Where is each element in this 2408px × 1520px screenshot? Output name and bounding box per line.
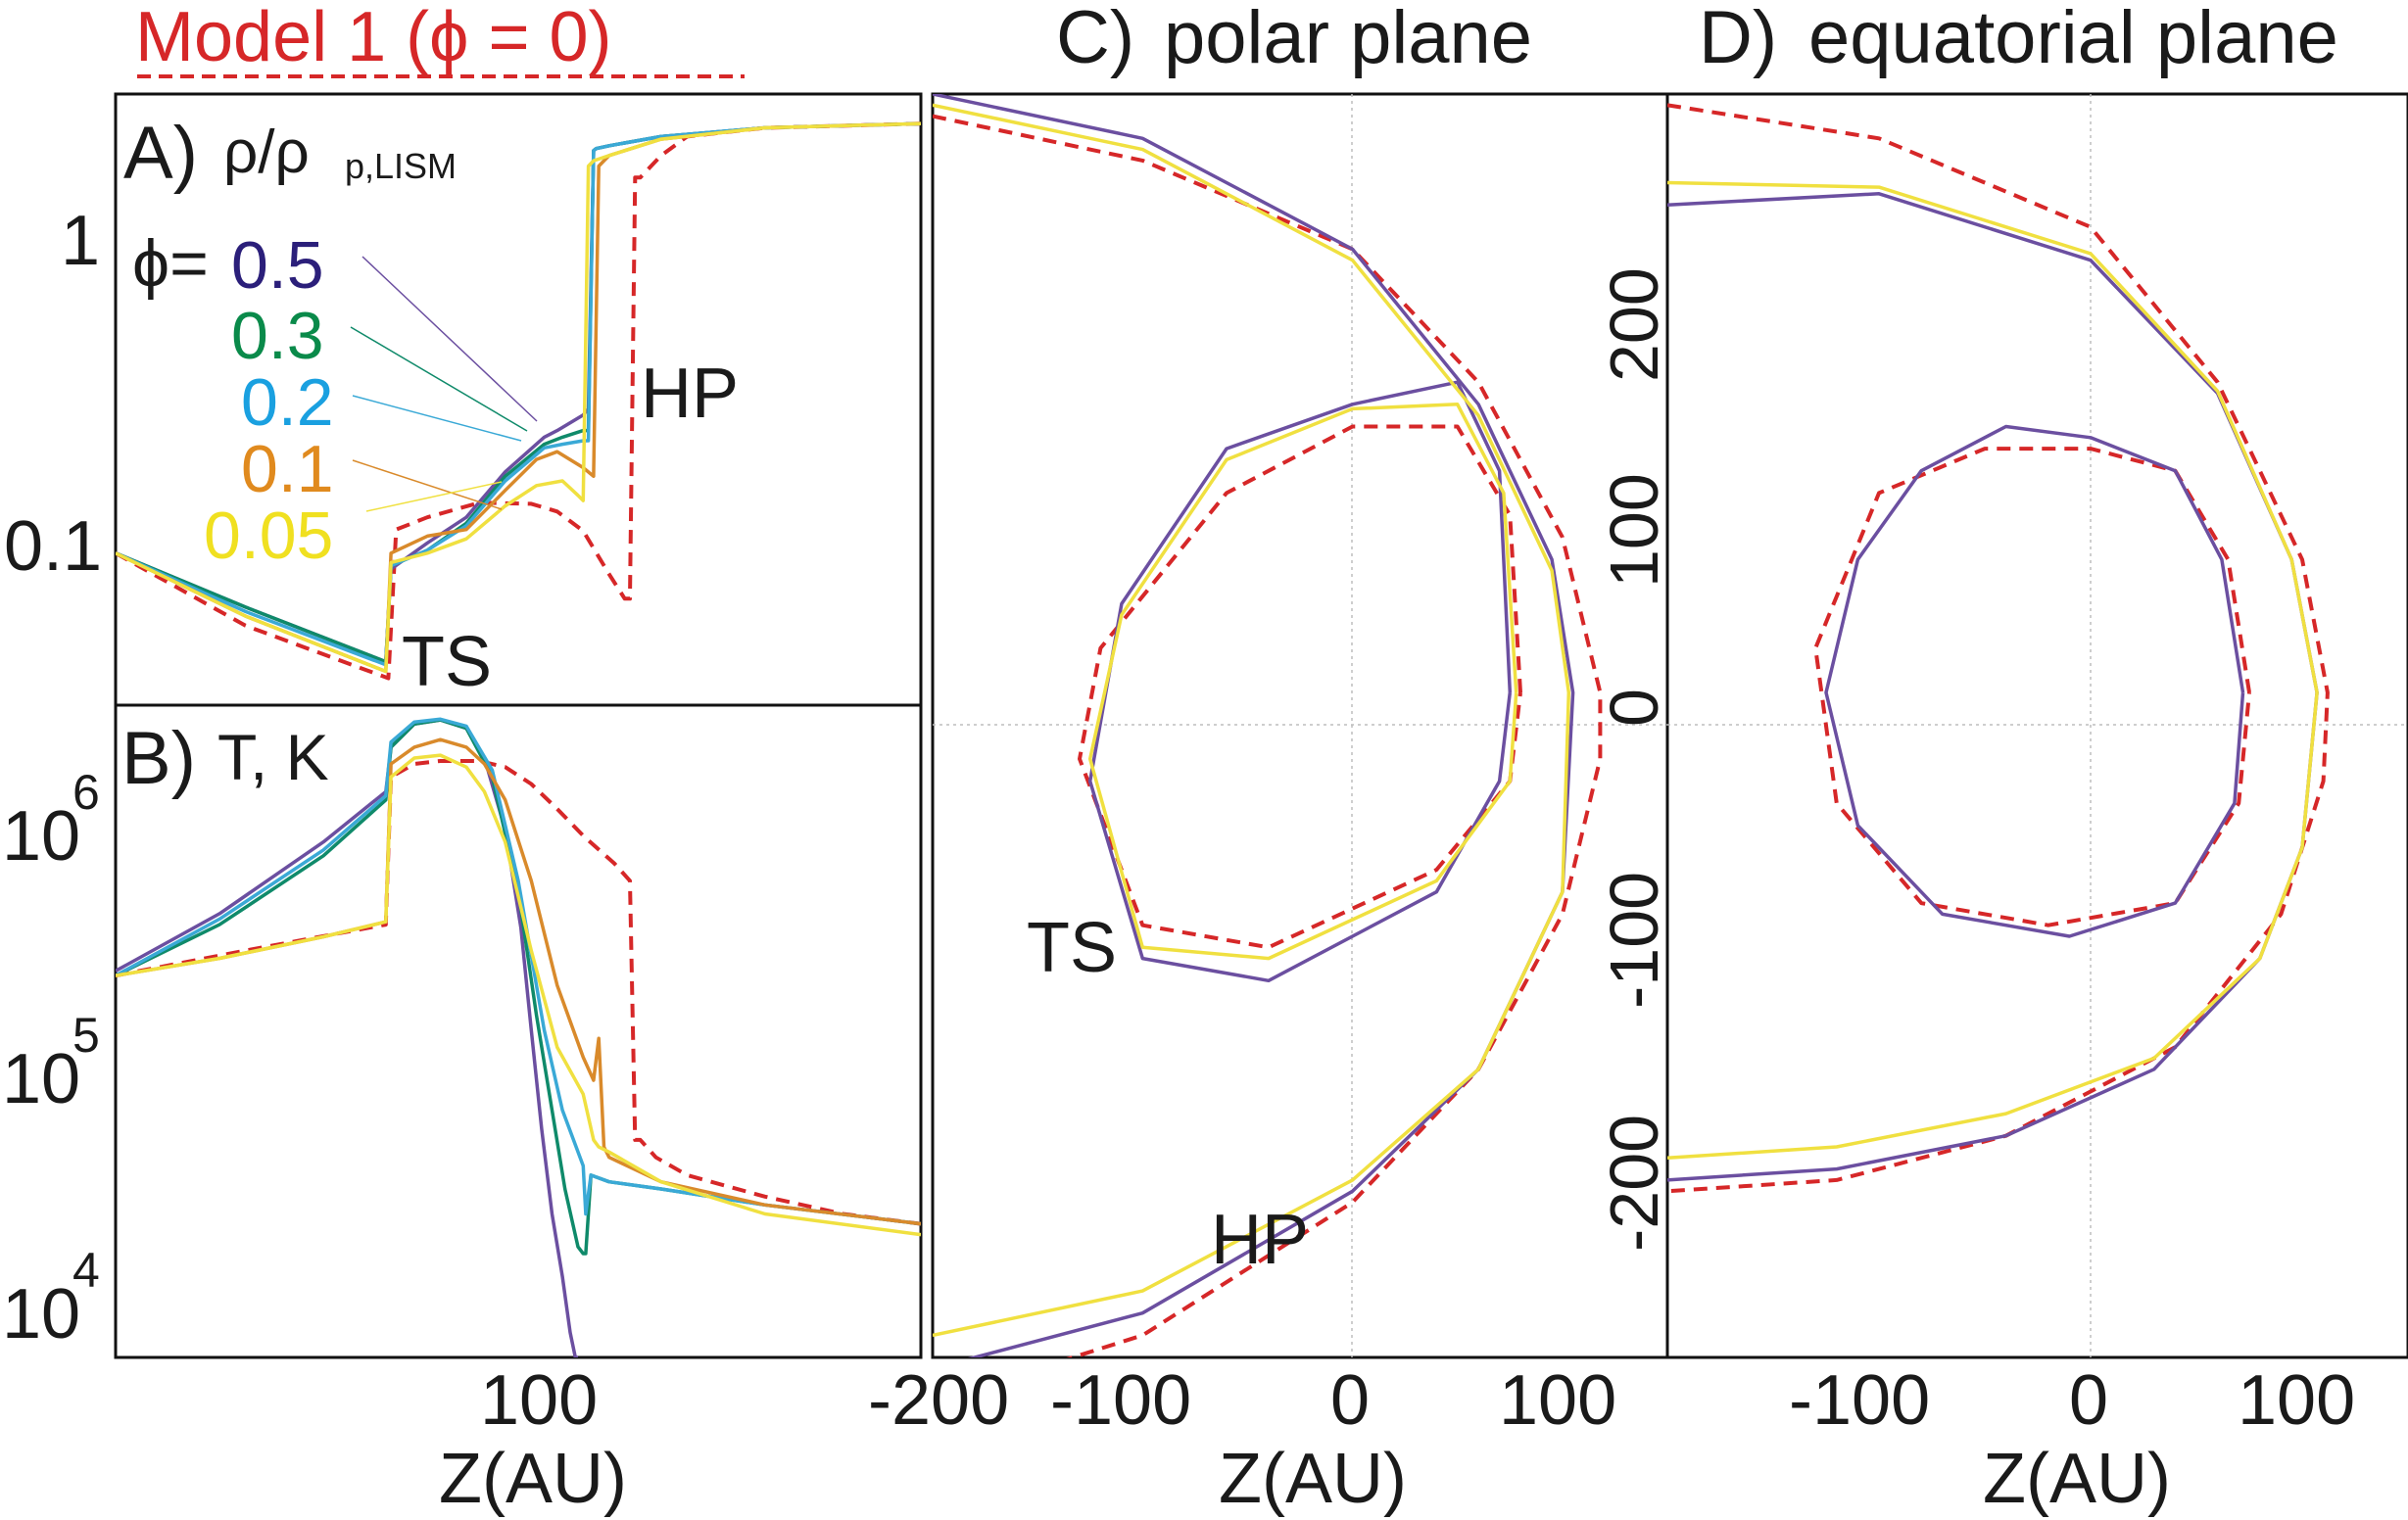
panel-b-ytick-1e6-base: 10 <box>2 797 80 876</box>
panel-c-xtick-0: 0 <box>1330 1361 1370 1440</box>
panel-b-series <box>116 717 921 1357</box>
panel-b-series--0.1 <box>116 737 921 1226</box>
panel-ab-xtick-100: 100 <box>480 1361 598 1440</box>
panel-c-series-hp-0.5 <box>933 94 1575 1357</box>
panel-c-series-hp-0 <box>933 114 1603 1357</box>
panel-a-ytick-1: 1 <box>61 202 100 280</box>
panel-b-series--0-model-1- <box>116 759 921 1226</box>
panel-a-series--0.2 <box>116 121 921 667</box>
panel-d-label: D) <box>1699 0 1777 79</box>
panel-a-series--0.5 <box>116 121 921 664</box>
panel-d-ytick-100: 100 <box>1596 473 1672 588</box>
legend-prefix: ϕ= <box>132 226 209 301</box>
legend-label-0.5: 0.5 <box>231 228 324 303</box>
panel-c-hp-label: HP <box>1211 1201 1309 1279</box>
panel-b-label: B) <box>121 717 196 800</box>
panel-c-series <box>933 94 1603 1357</box>
panel-a-label: A) <box>123 112 198 195</box>
panel-b-ytick-1e5-base: 10 <box>2 1040 80 1118</box>
panel-a-series--0-model-1- <box>116 121 921 681</box>
legend-pointer-0.1 <box>352 459 503 510</box>
panel-d-ytick--100: -100 <box>1596 872 1672 1009</box>
panel-a-ytick-0.1: 0.1 <box>4 507 102 586</box>
panel-a-series--0.3 <box>116 121 921 664</box>
panel-c-xtick--200: -200 <box>868 1361 1009 1440</box>
panel-c-series-ts-0.05 <box>1087 403 1518 961</box>
panel-c-series-hp-0.05 <box>933 103 1571 1338</box>
panel-c-series-ts-0.5 <box>1087 380 1513 983</box>
panel-d-series-hp-0.05 <box>1667 180 2319 1161</box>
panel-b-frame <box>114 703 923 1359</box>
panel-a-ts-label: TS <box>402 623 492 701</box>
panel-d-xtick-0: 0 <box>2069 1361 2108 1440</box>
panel-d-ytick-200: 200 <box>1596 267 1672 382</box>
panel-b-ytick-1e4-base: 10 <box>2 1275 80 1354</box>
panel-a-series <box>116 121 921 681</box>
panel-d-xlabel: Z(AU) <box>1983 1440 2171 1518</box>
panel-d-title: equatorial plane <box>1808 0 2338 79</box>
legend-pointer-0.05 <box>365 481 503 512</box>
panel-d-series-hp-0.5 <box>1667 192 2319 1182</box>
panel-d-ytick--200: -200 <box>1596 1115 1672 1252</box>
panel-c-frame <box>931 92 1669 1359</box>
panel-a-subscript: p,LISM <box>345 146 457 186</box>
legend-pointer-0.2 <box>352 395 522 442</box>
panel-c-label: C) <box>1056 0 1134 79</box>
panel-c-ts-label: TS <box>1027 909 1117 987</box>
panel-c-xlabel: Z(AU) <box>1219 1440 1407 1518</box>
panel-a-quantity: ρ/ρ <box>223 119 310 186</box>
panel-d-series <box>1667 103 2330 1194</box>
panel-d-series-hp-0 <box>1667 103 2330 1194</box>
panel-b-series--0.2 <box>116 717 921 1226</box>
panel-ab-xlabel: Z(AU) <box>439 1440 627 1518</box>
panel-b-ytick-1e6-exp: 6 <box>72 765 100 820</box>
panel-a-series--0.1 <box>116 121 921 674</box>
panel-a-hp-label: HP <box>641 355 739 433</box>
legend-label-0.2: 0.2 <box>241 365 334 440</box>
panel-d-series-ts-0.5 <box>1824 424 2245 938</box>
panel-c-xtick-100: 100 <box>1499 1361 1616 1440</box>
panel-c-xtick--100: -100 <box>1050 1361 1191 1440</box>
panel-b-series--0.3 <box>116 718 921 1256</box>
panel-d-xtick-100: 100 <box>2238 1361 2355 1440</box>
panel-c-title: polar plane <box>1164 0 1532 79</box>
legend-label-0.3: 0.3 <box>231 299 324 373</box>
panel-b-ytick-1e5-exp: 5 <box>72 1008 100 1063</box>
panel-a-series--0.05 <box>116 121 921 674</box>
panel-d-series-ts-0 <box>1813 447 2251 927</box>
panel-d-frame <box>1665 92 2408 1359</box>
panel-b-quantity: T, K <box>217 721 329 793</box>
panel-b-series--0.05 <box>116 753 921 1237</box>
legend-pointer-0.5 <box>361 256 538 422</box>
legend-label-0.1: 0.1 <box>241 432 334 506</box>
panel-c-series-ts-0 <box>1078 424 1522 950</box>
legend-label-0.05: 0.05 <box>204 499 333 573</box>
panel-b-ytick-1e4-exp: 4 <box>72 1243 100 1298</box>
legend-pointer-0.3 <box>350 326 528 432</box>
figure-title: Model 1 (ϕ = 0) <box>135 0 612 76</box>
panel-d-xtick--100: -100 <box>1789 1361 1930 1440</box>
panel-d-ytick-0: 0 <box>1596 689 1672 727</box>
